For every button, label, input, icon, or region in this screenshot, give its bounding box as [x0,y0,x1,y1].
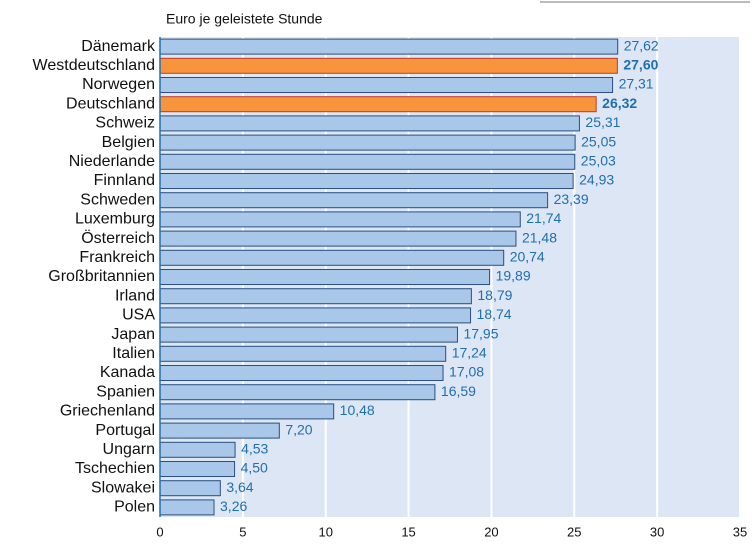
value-label: 18,79 [477,287,512,303]
x-tick-label: 35 [733,524,747,539]
bar [159,422,280,439]
bar [159,365,444,381]
category-label: Portugal [95,422,155,439]
category-label: Luxemburg [75,211,155,228]
x-tick-label: 20 [484,524,498,539]
value-label: 7,20 [285,421,312,437]
value-label: 25,31 [585,114,620,130]
category-label: Schweiz [95,115,155,132]
value-label: 4,53 [241,441,268,457]
bar [159,384,436,401]
value-label: 25,05 [581,133,616,149]
value-label: 3,64 [226,479,253,495]
category-label: USA [122,307,155,324]
value-label: 17,95 [463,325,498,341]
value-label: 19,89 [496,268,531,284]
x-tick-label: 30 [650,524,664,539]
category-label: Großbritannien [48,268,155,285]
category-label: Ungarn [103,441,155,458]
bar [159,461,236,477]
value-label: 23,39 [554,191,589,207]
value-label: 16,59 [441,383,476,399]
category-label: Japan [111,326,155,343]
x-tick-label: 0 [156,524,163,539]
category-label: Norwegen [82,76,155,93]
category-label: Frankreich [79,249,155,266]
bar [159,307,472,324]
bar [159,211,521,228]
category-label: Griechenland [60,403,155,420]
value-label: 21,48 [522,229,557,245]
category-label: Dänemark [81,38,156,55]
value-label: 25,03 [581,153,616,169]
bar [159,96,597,113]
category-label: Belgien [102,134,155,151]
bar [159,134,576,151]
category-label: Schweden [80,191,155,208]
value-label: 27,60 [623,57,658,73]
category-label: Slowakei [91,479,155,496]
category-label: Westdeutschland [33,57,155,74]
value-label: 17,08 [449,364,484,380]
category-label: Irland [115,287,155,304]
x-tick-label: 5 [239,524,246,539]
bar [159,173,574,189]
category-label: Niederlande [69,153,155,170]
value-label: 4,50 [241,460,268,476]
value-label: 3,26 [220,498,247,514]
axis-label: Euro je geleistete Stunde [166,11,323,27]
bar [159,288,472,305]
x-tick-label: 10 [318,524,332,539]
category-label: Deutschland [66,95,155,112]
bar [159,153,576,170]
category-label: Spanien [96,383,155,400]
bar [159,403,335,420]
value-label: 24,93 [579,172,614,188]
value-label: 21,74 [526,210,561,226]
bar [159,499,215,516]
value-label: 26,32 [602,95,637,111]
value-label: 18,74 [477,306,512,322]
bar [159,480,221,497]
x-tick-label: 15 [401,524,415,539]
value-label: 17,24 [452,345,487,361]
category-label: Italien [112,345,155,362]
category-label: Kanada [100,364,155,381]
bar [159,441,236,458]
bar [159,115,580,132]
category-label: Finnland [94,172,155,189]
bar [159,249,505,266]
value-label: 27,62 [624,37,659,53]
bar [159,57,618,74]
bar [159,326,458,343]
bar [159,230,517,247]
bar [159,38,619,55]
bar [159,77,614,93]
bar [159,345,447,362]
x-tick-label: 25 [567,524,581,539]
category-label: Tschechien [75,460,155,477]
value-label: 10,48 [340,402,375,418]
category-label: Österreich [81,229,155,247]
category-label: Polen [114,499,155,516]
value-label: 27,31 [619,76,654,92]
value-label: 20,74 [510,249,545,265]
bar [159,192,549,209]
bar [159,269,491,285]
